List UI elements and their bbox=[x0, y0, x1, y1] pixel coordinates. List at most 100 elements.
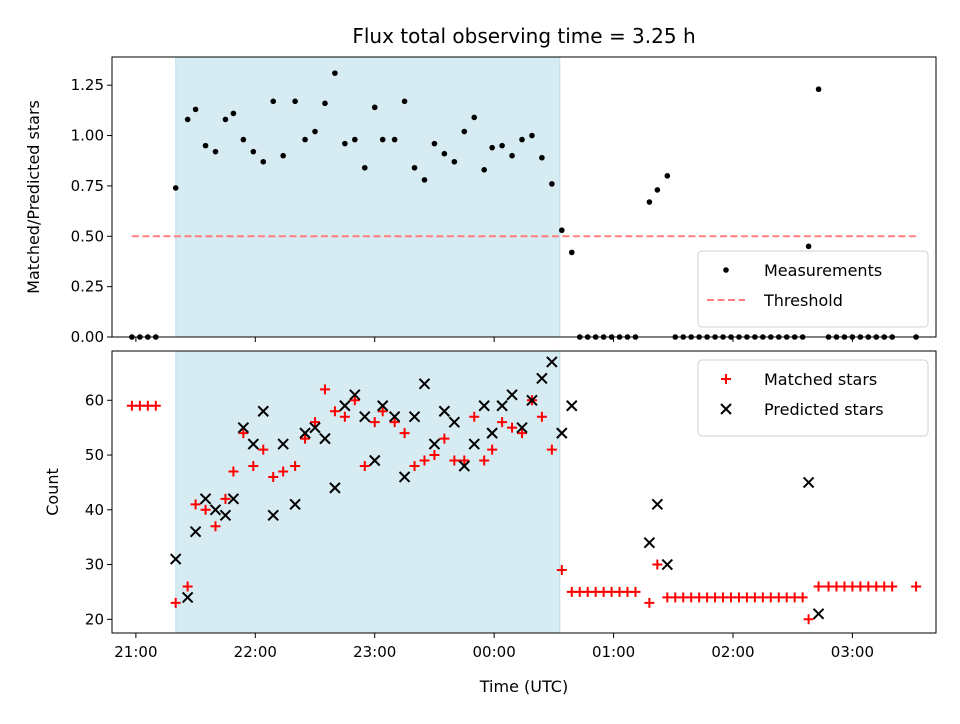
predicted-point bbox=[546, 356, 558, 368]
y-tick-label: 0.50 bbox=[71, 227, 104, 245]
predicted-point bbox=[418, 378, 431, 390]
measurement-point bbox=[489, 144, 495, 151]
matched-point bbox=[652, 559, 663, 570]
matched-point bbox=[797, 592, 808, 603]
legend-label: Threshold bbox=[763, 291, 843, 310]
measurement-point bbox=[332, 70, 338, 76]
measurement-point bbox=[654, 187, 661, 193]
y-tick-label: 0.75 bbox=[71, 177, 104, 195]
measurement-point bbox=[270, 98, 277, 105]
matched-point bbox=[300, 433, 311, 444]
measurement-point bbox=[240, 136, 247, 143]
series-predicted-stars bbox=[169, 356, 825, 620]
measurement-point bbox=[212, 148, 219, 155]
matched-point bbox=[449, 455, 460, 466]
measurement-point bbox=[559, 227, 565, 234]
legend-label: Matched stars bbox=[764, 370, 877, 389]
predicted-point bbox=[486, 427, 498, 439]
matched-point bbox=[359, 460, 370, 471]
measurement-point bbox=[461, 128, 468, 135]
measurement-point bbox=[646, 199, 653, 205]
measurement-point bbox=[519, 136, 525, 143]
predicted-point bbox=[237, 421, 250, 434]
measurement-point bbox=[371, 104, 378, 111]
predicted-point bbox=[468, 438, 480, 450]
matched-point bbox=[278, 466, 289, 477]
matched-point bbox=[170, 597, 181, 608]
predicted-point bbox=[309, 421, 321, 434]
predicted-point bbox=[516, 421, 528, 434]
matched-point bbox=[497, 417, 508, 428]
legend-label: Measurements bbox=[764, 261, 882, 280]
matched-point bbox=[377, 406, 388, 417]
measurement-point bbox=[499, 142, 505, 149]
y-tick-label: 1.25 bbox=[71, 76, 104, 94]
measurement-point bbox=[312, 128, 318, 135]
x-tick-label: 00:00 bbox=[473, 643, 516, 661]
measurement-point bbox=[815, 86, 822, 93]
matched-point bbox=[389, 417, 400, 428]
matched-point bbox=[190, 499, 201, 510]
measurement-point bbox=[342, 140, 348, 147]
matched-point bbox=[911, 581, 922, 592]
chart-title: Flux total observing time = 3.25 h bbox=[352, 24, 695, 48]
x-tick-label: 01:00 bbox=[592, 643, 635, 661]
predicted-point bbox=[181, 591, 194, 604]
predicted-point bbox=[329, 482, 341, 494]
measurement-point bbox=[431, 140, 438, 147]
predicted-point bbox=[277, 438, 289, 450]
measurement-point bbox=[481, 167, 487, 173]
measurement-point bbox=[230, 110, 237, 117]
panel-count: 20 30 40 50 60 21:00 22:00 23:00 00:00 01:00 02:00… bbox=[85, 350, 937, 661]
predicted-point bbox=[506, 389, 518, 401]
measurement-point bbox=[471, 114, 478, 121]
predicted-point bbox=[247, 438, 260, 450]
measurement-point bbox=[260, 158, 267, 165]
matched-point bbox=[644, 597, 655, 608]
predicted-point bbox=[349, 389, 361, 401]
y-tick-label: 40 bbox=[85, 501, 104, 519]
measurement-point bbox=[451, 158, 458, 165]
predicted-point bbox=[388, 411, 401, 423]
measurement-point bbox=[250, 148, 257, 155]
predicted-point bbox=[408, 411, 421, 423]
measurement-point bbox=[529, 132, 535, 139]
measurement-point bbox=[441, 150, 448, 157]
legend-marker-measurements bbox=[723, 267, 729, 273]
predicted-point bbox=[376, 400, 389, 412]
measurement-point bbox=[805, 243, 812, 250]
matched-point bbox=[487, 444, 498, 455]
matched-point bbox=[238, 428, 249, 439]
measurement-point bbox=[322, 100, 328, 107]
axes-frame bbox=[111, 56, 937, 338]
matched-point bbox=[630, 586, 641, 597]
predicted-point bbox=[359, 411, 371, 423]
legend-label: Predicted stars bbox=[764, 400, 884, 419]
panel-ratio: 0.00 0.25 0.50 0.75 1.00 1.25 Measurements Thre… bbox=[71, 56, 937, 346]
matched-point bbox=[399, 428, 410, 439]
predicted-point bbox=[428, 438, 441, 450]
matched-point bbox=[517, 428, 528, 439]
observing-window-shade bbox=[175, 56, 561, 338]
y-tick-label: 0.00 bbox=[71, 328, 104, 346]
matched-point bbox=[369, 417, 380, 428]
measurement-point bbox=[509, 152, 515, 159]
predicted-point bbox=[289, 498, 301, 511]
matched-point bbox=[429, 450, 440, 461]
predicted-point bbox=[169, 553, 182, 565]
matched-point bbox=[290, 460, 301, 471]
measurement-point bbox=[172, 185, 179, 191]
predicted-point bbox=[227, 493, 240, 505]
measurement-point bbox=[549, 181, 555, 187]
measurement-point bbox=[352, 136, 358, 143]
predicted-point bbox=[448, 416, 461, 428]
observing-window-shade bbox=[175, 350, 561, 634]
predicted-point bbox=[812, 608, 825, 620]
matched-point bbox=[536, 411, 547, 422]
matched-point bbox=[329, 406, 340, 417]
matched-point bbox=[228, 466, 239, 477]
matched-point bbox=[439, 433, 450, 444]
matched-point bbox=[150, 400, 161, 411]
measurement-point bbox=[280, 152, 286, 159]
series-matched-stars bbox=[126, 384, 922, 625]
